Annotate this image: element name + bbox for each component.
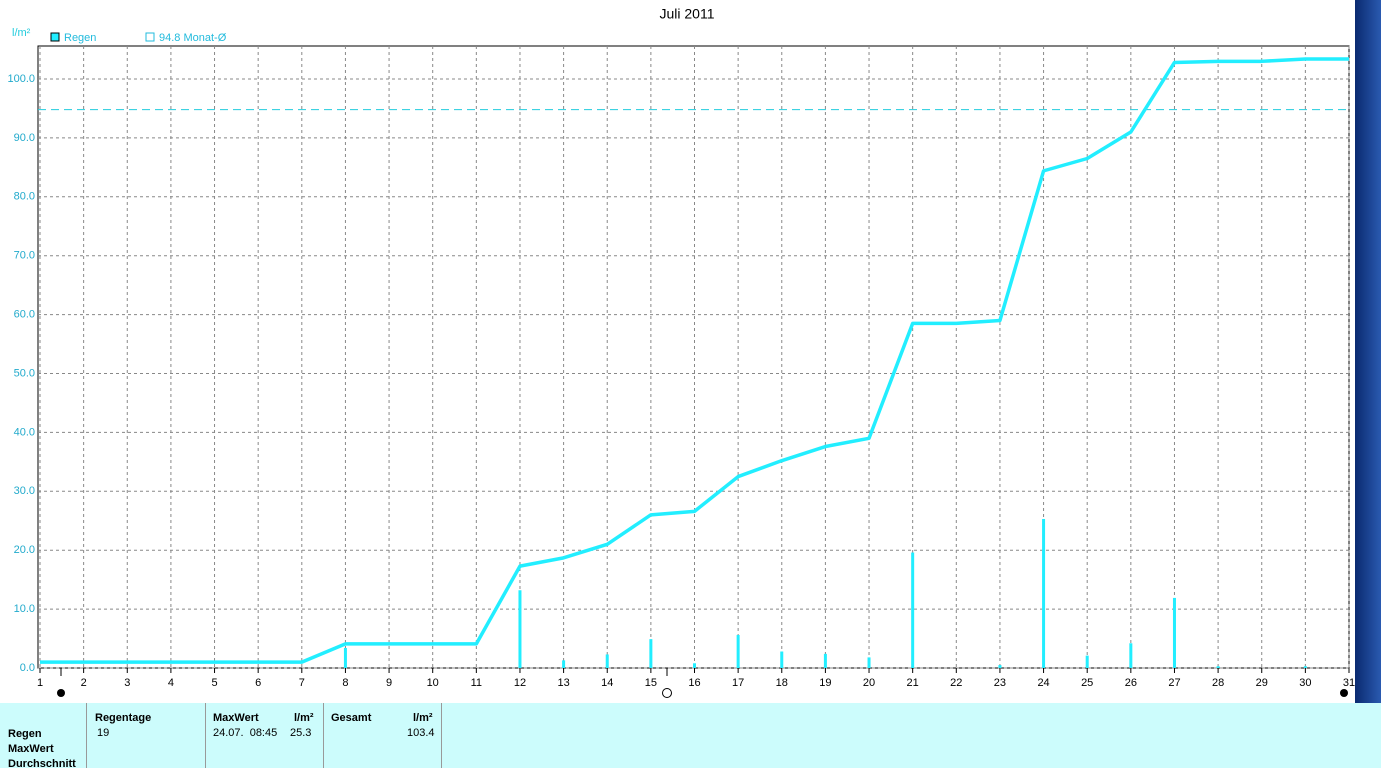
x-tick-label: 28 bbox=[1212, 677, 1224, 689]
legend-swatch bbox=[145, 32, 155, 42]
y-tick-label: 100.0 bbox=[7, 73, 35, 85]
x-tick-label: 22 bbox=[950, 677, 962, 689]
x-tick-label: 3 bbox=[124, 677, 130, 689]
moon-full bbox=[662, 688, 672, 698]
bar bbox=[518, 590, 522, 668]
bar bbox=[823, 653, 827, 668]
column-separator bbox=[323, 703, 324, 768]
y-tick-label: 30.0 bbox=[14, 485, 35, 497]
bar bbox=[867, 657, 871, 668]
bar bbox=[649, 639, 653, 668]
x-tick-label: 20 bbox=[863, 677, 875, 689]
x-tick-label: 9 bbox=[386, 677, 392, 689]
x-tick-label: 30 bbox=[1299, 677, 1311, 689]
x-tick-label: 5 bbox=[211, 677, 217, 689]
bar bbox=[780, 651, 784, 668]
y-tick-label: 90.0 bbox=[14, 132, 35, 144]
x-tick-label: 18 bbox=[776, 677, 788, 689]
row-label: Durchschnitt bbox=[8, 758, 76, 768]
x-tick-label: 16 bbox=[688, 677, 700, 689]
x-tick-label: 11 bbox=[471, 677, 482, 689]
moon-new bbox=[1340, 689, 1348, 697]
legend-label: 94.8 Monat-Ø bbox=[159, 32, 227, 44]
bar bbox=[1042, 518, 1046, 668]
x-tick-label: 17 bbox=[732, 677, 744, 689]
bar bbox=[562, 660, 566, 668]
x-tick-label: 24 bbox=[1037, 677, 1049, 689]
table-header: l/m² bbox=[294, 712, 314, 724]
bar bbox=[343, 647, 347, 668]
x-tick-label: 19 bbox=[819, 677, 831, 689]
y-tick-label: 0.0 bbox=[20, 662, 35, 674]
y-tick-label: 60.0 bbox=[14, 308, 35, 320]
desktop-edge bbox=[1355, 0, 1381, 703]
table-cell: 103.4 bbox=[407, 727, 435, 739]
plot-frame bbox=[37, 45, 1350, 669]
table-cell: 19 bbox=[97, 727, 110, 739]
bar bbox=[1129, 643, 1133, 668]
x-tick-label: 26 bbox=[1125, 677, 1137, 689]
legend-swatch bbox=[50, 32, 60, 42]
x-tick-label: 29 bbox=[1256, 677, 1268, 689]
column-separator bbox=[441, 703, 442, 768]
x-tick-label: 13 bbox=[557, 677, 569, 689]
bar bbox=[1216, 666, 1220, 668]
table-header: MaxWert bbox=[213, 712, 259, 724]
bar bbox=[736, 635, 740, 668]
x-tick-label: 14 bbox=[601, 677, 613, 689]
column-separator bbox=[205, 703, 206, 768]
bar bbox=[911, 552, 915, 668]
x-tick-label: 25 bbox=[1081, 677, 1093, 689]
x-tick-label: 7 bbox=[299, 677, 305, 689]
x-tick-label: 12 bbox=[514, 677, 526, 689]
x-tick-label: 1 bbox=[37, 677, 43, 689]
bar bbox=[998, 665, 1002, 668]
x-tick-label: 23 bbox=[994, 677, 1006, 689]
y-tick-label: 40.0 bbox=[14, 426, 35, 438]
bar bbox=[1085, 655, 1089, 668]
row-label: MaxWert bbox=[8, 743, 54, 755]
x-tick-label: 4 bbox=[168, 677, 174, 689]
y-tick-label: 10.0 bbox=[14, 603, 35, 615]
x-tick-label: 6 bbox=[255, 677, 261, 689]
x-tick-label: 27 bbox=[1168, 677, 1180, 689]
table-header: Gesamt bbox=[331, 712, 372, 724]
table-cell: 24.07. 08:45 bbox=[213, 727, 278, 739]
y-axis-unit: l/m² bbox=[12, 27, 31, 39]
y-tick-label: 80.0 bbox=[14, 191, 35, 203]
y-tick-label: 20.0 bbox=[14, 544, 35, 556]
x-tick-label: 8 bbox=[342, 677, 348, 689]
column-separator bbox=[86, 703, 87, 768]
chart-title: Juli 2011 bbox=[659, 6, 714, 22]
bar bbox=[693, 663, 696, 668]
legend-label: Regen bbox=[64, 32, 96, 44]
moon-new bbox=[57, 689, 65, 697]
table-header: Regentage bbox=[95, 712, 152, 724]
x-tick-label: 2 bbox=[81, 677, 87, 689]
y-tick-label: 70.0 bbox=[14, 250, 35, 262]
summary-table: Regentage MaxWert l/m² Gesamt l/m² Regen MaxWe… bbox=[0, 703, 1381, 768]
bar bbox=[1172, 597, 1176, 668]
bar bbox=[605, 654, 609, 668]
table-cell: 25.3 bbox=[290, 727, 312, 739]
x-tick-label: 31 bbox=[1343, 677, 1355, 689]
row-label: Regen bbox=[8, 728, 42, 740]
x-tick-label: 15 bbox=[645, 677, 657, 689]
table-header: l/m² bbox=[413, 712, 433, 724]
x-tick-label: 10 bbox=[427, 677, 439, 689]
x-tick-label: 21 bbox=[907, 677, 919, 689]
chart: Juli 2011 l/m² 0.0 10.0 20.0 30.0 40.0 50.0 60… bbox=[7, 0, 1381, 703]
bar bbox=[1303, 666, 1307, 668]
cumulative-line bbox=[40, 57, 1349, 664]
y-tick-label: 50.0 bbox=[14, 367, 35, 379]
